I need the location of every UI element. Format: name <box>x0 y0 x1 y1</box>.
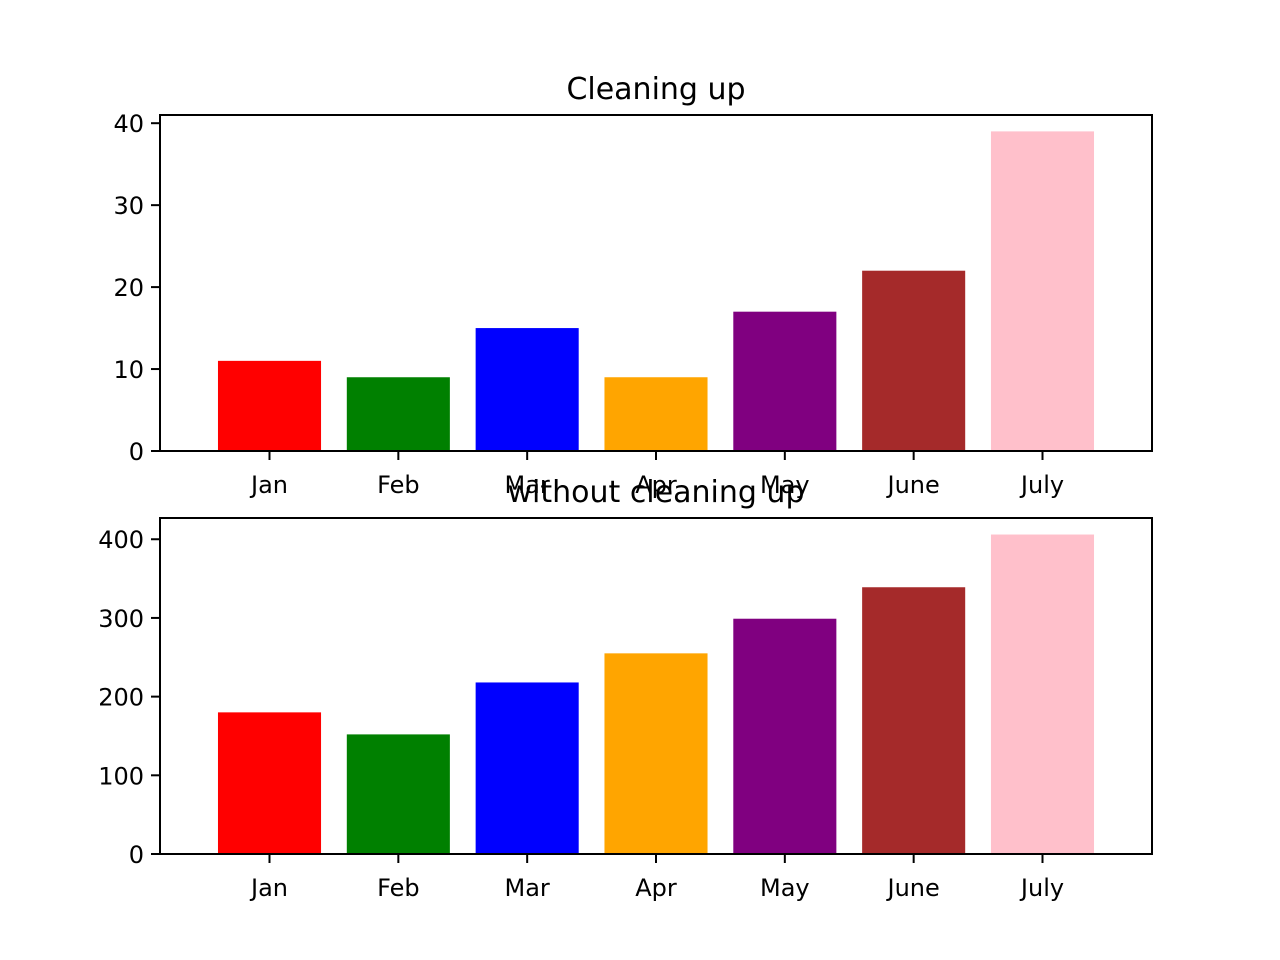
x-tick-label: June <box>886 874 940 902</box>
bar-june <box>862 270 966 451</box>
x-tick-label: Jan <box>249 471 288 499</box>
x-tick-label: July <box>1019 471 1064 499</box>
chart-without-cleaning-up: 0 100 200 300 400 Jan Feb Mar Apr May June July wi… <box>98 475 1153 902</box>
y-tick-label: 200 <box>98 684 144 712</box>
bar-jan <box>217 712 322 854</box>
y-axis-ticks: 0 100 200 300 400 <box>98 526 160 869</box>
chart-title: without cleaning up <box>508 475 805 510</box>
y-tick-label: 0 <box>129 841 144 869</box>
bar-feb <box>346 377 450 451</box>
bar-july <box>990 131 1095 451</box>
y-tick-label: 0 <box>129 438 144 466</box>
bar-apr <box>604 653 708 854</box>
x-axis-ticks: Jan Feb Mar Apr May June July <box>249 854 1064 902</box>
y-tick-label: 400 <box>98 526 144 554</box>
y-tick-label: 300 <box>98 605 144 633</box>
y-tick-label: 40 <box>113 110 144 138</box>
x-tick-label: Mar <box>505 874 550 902</box>
plot-frame <box>159 114 1153 452</box>
bar-jan <box>217 360 322 451</box>
bar-mar <box>475 328 579 451</box>
x-tick-label: Mar <box>505 471 550 499</box>
x-tick-label: May <box>760 471 810 499</box>
y-tick-label: 30 <box>113 192 144 220</box>
bar-mar <box>475 682 579 854</box>
bars <box>217 131 1095 451</box>
y-tick-label: 100 <box>98 762 144 790</box>
bar-may <box>733 618 837 854</box>
x-tick-label: Apr <box>635 471 677 499</box>
bar-apr <box>604 377 708 451</box>
x-tick-label: Feb <box>377 471 420 499</box>
chart-title: Cleaning up <box>566 72 745 107</box>
bar-may <box>733 311 837 451</box>
y-axis-ticks: 0 10 20 30 40 <box>113 110 160 466</box>
x-tick-label: Feb <box>377 874 420 902</box>
x-tick-label: June <box>886 471 940 499</box>
y-tick-label: 20 <box>113 274 144 302</box>
x-tick-label: July <box>1019 874 1064 902</box>
x-tick-label: May <box>760 874 810 902</box>
x-tick-label: Apr <box>635 874 677 902</box>
bar-june <box>862 587 966 854</box>
x-tick-label: Jan <box>249 874 288 902</box>
chart-cleaning-up: Cleaning up 0 10 20 30 40 Jan Feb Mar Apr May Jun… <box>113 72 1153 499</box>
bar-july <box>990 534 1095 854</box>
x-axis-ticks: Jan Feb Mar Apr May June July <box>249 451 1064 499</box>
plot-frame <box>159 517 1153 855</box>
bars <box>217 534 1095 854</box>
bar-feb <box>346 734 450 854</box>
y-tick-label: 10 <box>113 356 144 384</box>
